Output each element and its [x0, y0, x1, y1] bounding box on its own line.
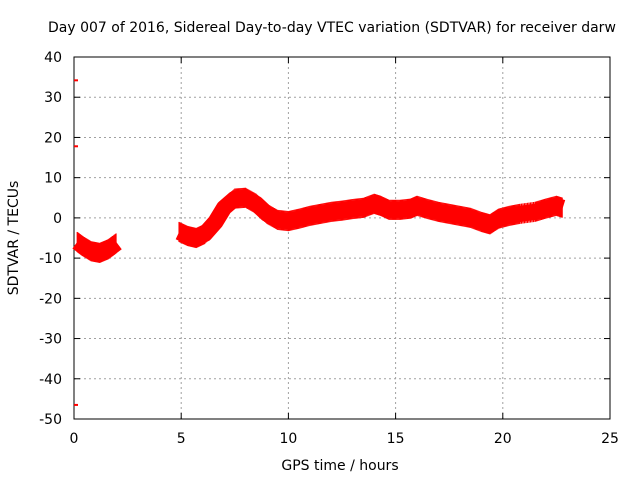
y-tick-label: -10 [39, 251, 62, 267]
plot-frame [73, 56, 611, 420]
x-tick-label: 10 [279, 431, 297, 447]
y-tick-label: 30 [44, 90, 62, 106]
y-tick-label: 0 [53, 211, 62, 227]
y-tick-label: 40 [44, 50, 62, 66]
y-tick-label: -20 [39, 291, 62, 307]
x-tick-label: 20 [494, 431, 512, 447]
x-tick-label: 0 [70, 431, 79, 447]
grid [74, 57, 610, 419]
x-axis-label: GPS time / hours [281, 458, 398, 474]
ticks: 0 5 10 15 20 25 -50 -40 -30 -20 -10 0 10 20 30 40 [39, 50, 619, 447]
x-tick-label: 25 [601, 431, 619, 447]
x-tick-label: 15 [387, 431, 405, 447]
y-tick-label: -30 [39, 332, 62, 348]
y-tick-label: -40 [39, 372, 62, 388]
y-axis-label: SDTVAR / TECUs [6, 181, 22, 296]
x-tick-label: 5 [177, 431, 186, 447]
y-tick-label: 10 [44, 171, 62, 187]
y-tick-label: -50 [39, 412, 62, 428]
y-tick-label: 20 [44, 130, 62, 146]
chart-title: Day 007 of 2016, Sidereal Day-to-day VTE… [48, 20, 616, 36]
data-layer [72, 79, 566, 406]
